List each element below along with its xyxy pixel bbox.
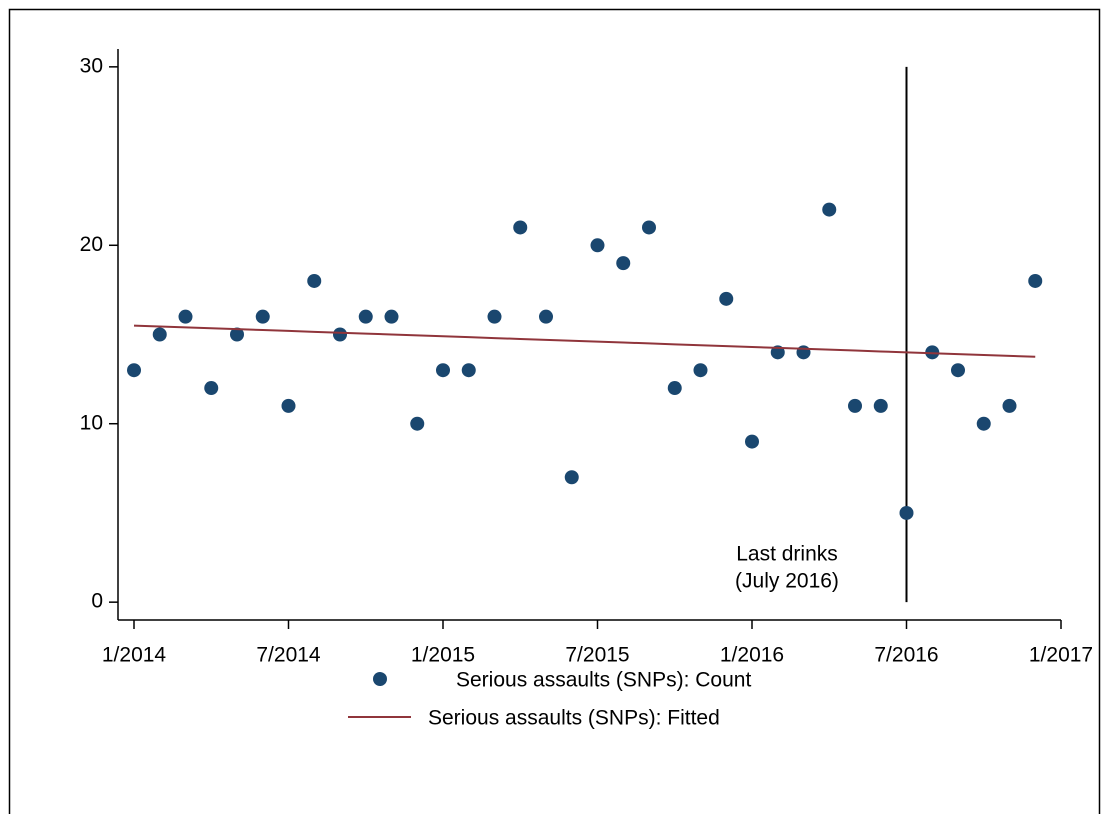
point xyxy=(152,327,167,342)
annotation: Last drinks xyxy=(736,543,838,566)
point xyxy=(873,398,888,413)
point xyxy=(127,363,141,378)
frame xyxy=(8,8,1101,814)
point xyxy=(822,202,837,217)
point xyxy=(461,363,476,378)
x-tick-label: 7/2016 xyxy=(874,644,938,667)
point xyxy=(719,291,734,306)
point xyxy=(436,363,450,378)
point xyxy=(1002,398,1017,413)
point xyxy=(745,434,759,449)
y-tick-label: 30 xyxy=(80,54,103,77)
point xyxy=(667,381,682,396)
x-tick-label: 7/2015 xyxy=(565,644,629,667)
point xyxy=(487,309,502,324)
point xyxy=(358,309,373,324)
point xyxy=(230,327,244,342)
point xyxy=(693,363,708,378)
x-tick-label: 1/2015 xyxy=(411,644,475,667)
point xyxy=(539,309,553,324)
point xyxy=(564,470,579,485)
point xyxy=(513,220,528,235)
point xyxy=(616,256,631,271)
legend-marker xyxy=(373,672,387,686)
point xyxy=(178,309,193,324)
x-tick-label: 7/2014 xyxy=(256,644,321,667)
point xyxy=(951,363,965,378)
point xyxy=(333,327,347,342)
point xyxy=(590,238,605,253)
y-tick-label: 10 xyxy=(80,411,103,434)
y-tick-label: 20 xyxy=(80,233,103,256)
x-tick-label: 1/2014 xyxy=(102,644,167,667)
point xyxy=(1028,273,1043,288)
point xyxy=(642,220,656,235)
fitted-line xyxy=(133,324,1036,358)
point xyxy=(255,309,270,324)
point xyxy=(281,398,296,413)
point xyxy=(410,416,425,431)
point xyxy=(384,309,399,324)
x-tick-label: 1/2017 xyxy=(1029,644,1093,667)
point xyxy=(899,505,914,520)
legend-label: Serious assaults (SNPs): Fitted xyxy=(428,707,720,730)
legend-label: Serious assaults (SNPs): Count xyxy=(456,669,751,692)
point xyxy=(307,273,322,288)
y-tick-label: 0 xyxy=(91,590,103,613)
point xyxy=(796,345,811,360)
point xyxy=(848,398,862,413)
point xyxy=(976,416,991,431)
x-tick-label: 1/2016 xyxy=(720,644,784,667)
point xyxy=(204,381,219,396)
annotation: (July 2016) xyxy=(735,570,839,593)
